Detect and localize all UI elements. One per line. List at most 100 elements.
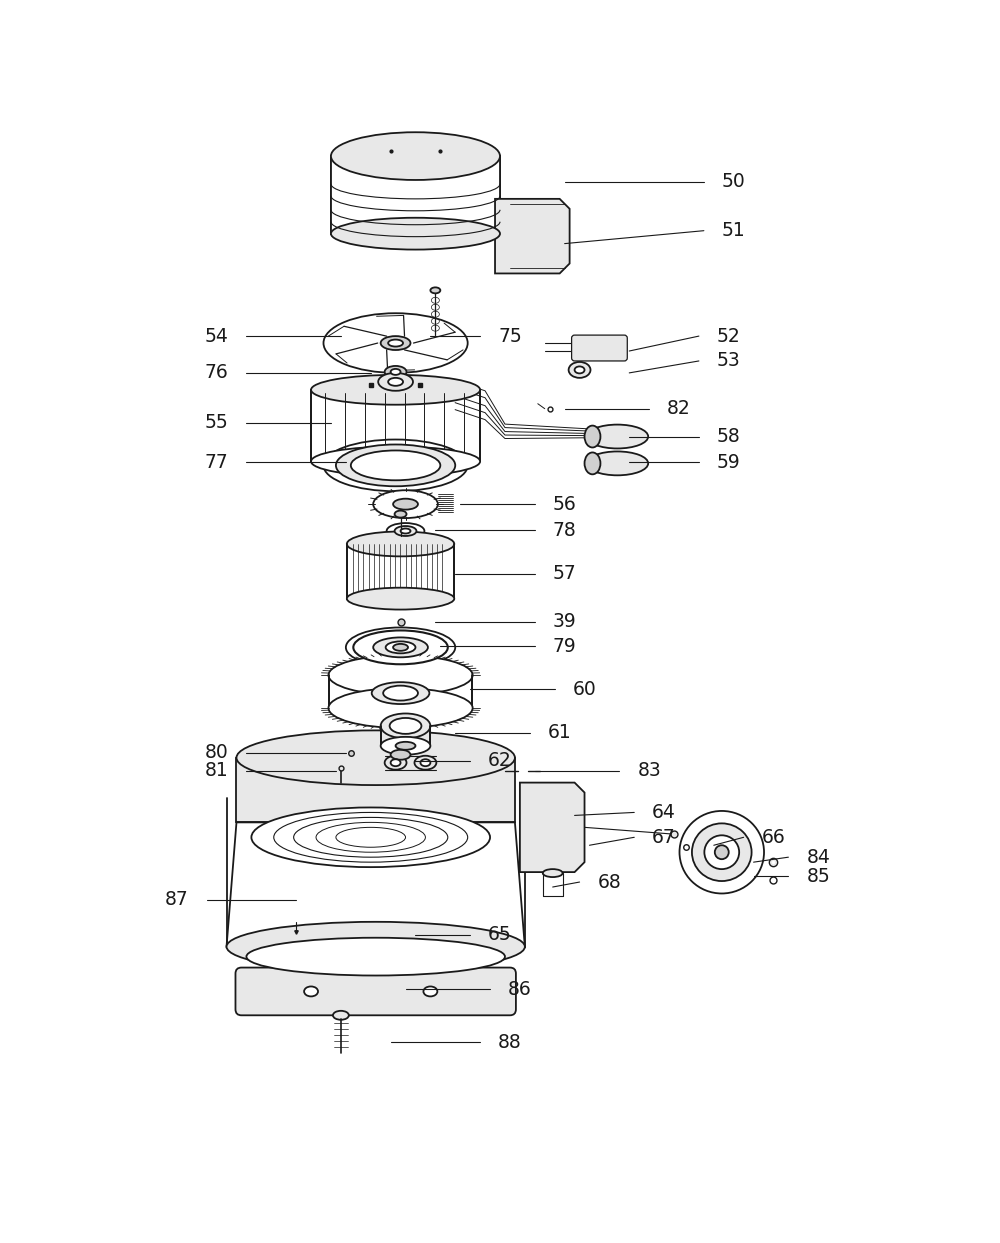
Text: 58: 58 — [717, 428, 741, 446]
Ellipse shape — [692, 823, 752, 881]
Ellipse shape — [353, 630, 448, 664]
Text: 83: 83 — [637, 761, 661, 781]
Text: 39: 39 — [553, 612, 577, 631]
Ellipse shape — [383, 686, 418, 701]
Ellipse shape — [430, 287, 440, 293]
FancyBboxPatch shape — [572, 336, 627, 360]
Ellipse shape — [388, 339, 403, 347]
Ellipse shape — [323, 313, 468, 373]
Text: 79: 79 — [553, 636, 577, 656]
Ellipse shape — [381, 713, 430, 738]
Text: 75: 75 — [498, 327, 522, 346]
Ellipse shape — [378, 373, 413, 390]
Polygon shape — [520, 783, 585, 873]
Ellipse shape — [336, 828, 406, 848]
Ellipse shape — [393, 644, 408, 651]
Ellipse shape — [246, 937, 505, 976]
Ellipse shape — [331, 132, 500, 180]
Ellipse shape — [227, 922, 525, 972]
Ellipse shape — [328, 689, 473, 728]
Text: 78: 78 — [553, 521, 577, 539]
Text: 82: 82 — [667, 399, 691, 418]
Ellipse shape — [316, 823, 425, 853]
Polygon shape — [381, 726, 430, 746]
Ellipse shape — [587, 425, 648, 449]
Ellipse shape — [401, 528, 411, 533]
Ellipse shape — [585, 452, 600, 475]
Ellipse shape — [385, 756, 407, 769]
Ellipse shape — [386, 641, 415, 654]
Text: 51: 51 — [722, 221, 746, 240]
Text: 56: 56 — [553, 495, 577, 513]
Text: 54: 54 — [205, 327, 229, 346]
Ellipse shape — [575, 367, 585, 373]
Ellipse shape — [311, 375, 480, 405]
Text: 59: 59 — [717, 452, 741, 472]
Ellipse shape — [333, 1011, 349, 1019]
Text: 77: 77 — [205, 452, 228, 472]
Text: 84: 84 — [806, 848, 830, 866]
Ellipse shape — [331, 218, 500, 250]
Polygon shape — [311, 390, 480, 461]
Ellipse shape — [346, 628, 455, 667]
Ellipse shape — [347, 532, 454, 557]
Text: 80: 80 — [205, 743, 228, 762]
Ellipse shape — [587, 451, 648, 475]
Polygon shape — [331, 157, 500, 234]
Polygon shape — [329, 675, 472, 709]
Text: 68: 68 — [598, 873, 621, 891]
Polygon shape — [495, 199, 570, 273]
Ellipse shape — [347, 588, 454, 609]
Text: 61: 61 — [548, 723, 572, 742]
Text: 62: 62 — [488, 751, 512, 771]
Ellipse shape — [372, 682, 429, 704]
Ellipse shape — [395, 511, 407, 517]
Text: 87: 87 — [165, 890, 189, 910]
Ellipse shape — [328, 655, 473, 695]
Text: 76: 76 — [205, 363, 228, 383]
Ellipse shape — [569, 362, 590, 378]
Text: 50: 50 — [722, 173, 746, 191]
Ellipse shape — [396, 742, 415, 750]
Text: 65: 65 — [488, 925, 512, 945]
Ellipse shape — [373, 490, 438, 518]
Ellipse shape — [393, 498, 418, 510]
Text: 53: 53 — [717, 352, 741, 370]
Ellipse shape — [704, 835, 739, 869]
Ellipse shape — [585, 425, 600, 447]
Text: 67: 67 — [652, 828, 676, 846]
Text: 66: 66 — [762, 828, 785, 846]
Ellipse shape — [391, 750, 411, 759]
Ellipse shape — [387, 523, 424, 539]
Ellipse shape — [388, 378, 403, 385]
Ellipse shape — [423, 987, 437, 997]
FancyBboxPatch shape — [235, 967, 516, 1016]
Text: 85: 85 — [806, 866, 830, 885]
Text: 52: 52 — [717, 327, 741, 346]
Text: 86: 86 — [508, 979, 532, 999]
Polygon shape — [347, 544, 454, 599]
Ellipse shape — [679, 810, 764, 894]
Ellipse shape — [381, 737, 430, 755]
Ellipse shape — [381, 336, 411, 351]
Ellipse shape — [274, 813, 468, 863]
Text: 57: 57 — [553, 564, 577, 583]
Polygon shape — [227, 823, 525, 947]
Ellipse shape — [395, 526, 416, 536]
Ellipse shape — [414, 756, 436, 769]
Ellipse shape — [336, 445, 455, 486]
Text: 88: 88 — [498, 1033, 522, 1052]
Ellipse shape — [543, 869, 563, 878]
Ellipse shape — [373, 638, 428, 658]
Ellipse shape — [385, 365, 407, 378]
Text: 55: 55 — [205, 413, 228, 433]
Ellipse shape — [390, 718, 421, 733]
Ellipse shape — [391, 369, 401, 375]
Ellipse shape — [311, 446, 480, 476]
Ellipse shape — [351, 450, 440, 480]
Text: 60: 60 — [573, 680, 596, 699]
Ellipse shape — [236, 731, 515, 786]
Ellipse shape — [420, 759, 430, 766]
Ellipse shape — [294, 818, 448, 858]
Ellipse shape — [323, 440, 468, 491]
